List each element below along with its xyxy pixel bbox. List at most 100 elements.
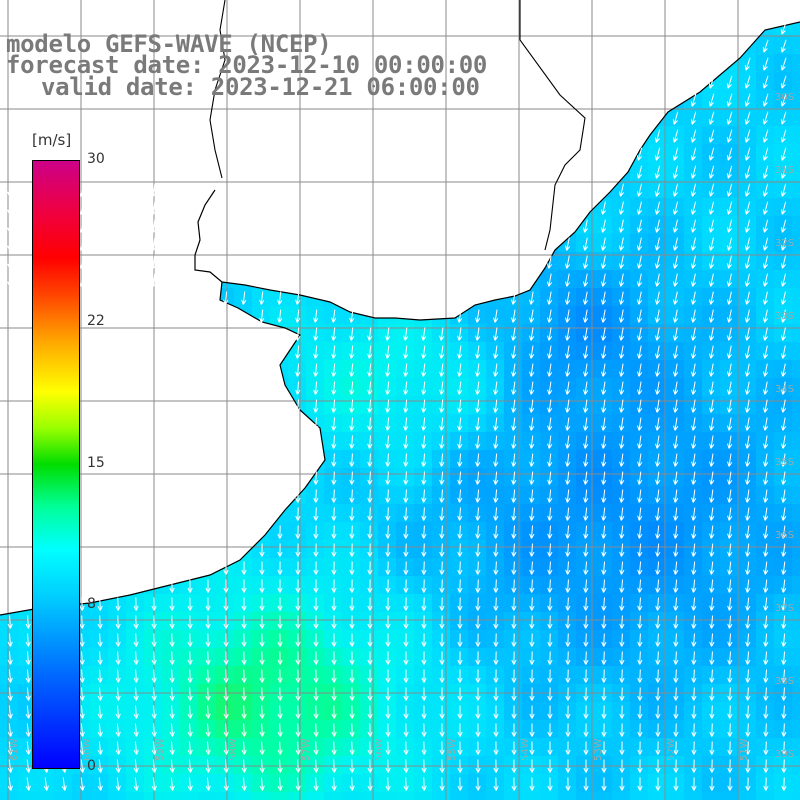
wind-cell <box>504 522 523 541</box>
wind-cell <box>414 432 433 451</box>
wind-cell <box>306 630 325 649</box>
wind-cell <box>558 360 577 379</box>
wind-cell <box>378 540 397 559</box>
wind-cell <box>396 450 415 469</box>
wind-cell <box>360 540 379 559</box>
wind-cell <box>576 486 595 505</box>
wind-cell <box>90 774 109 793</box>
wind-cell <box>720 414 739 433</box>
wind-cell <box>162 792 181 800</box>
wind-cell <box>306 540 325 559</box>
wind-cell <box>558 270 577 289</box>
wind-cell <box>162 612 181 631</box>
wind-cell <box>468 360 487 379</box>
wind-cell <box>18 774 37 793</box>
wind-cell <box>666 270 685 289</box>
wind-cell <box>342 342 361 361</box>
wind-cell <box>396 630 415 649</box>
wind-cell <box>684 108 703 127</box>
wind-cell <box>630 252 649 271</box>
wind-cell <box>738 144 757 163</box>
wind-cell <box>666 342 685 361</box>
wind-cell <box>666 522 685 541</box>
wind-cell <box>738 414 757 433</box>
wind-cell <box>666 648 685 667</box>
wind-cell <box>18 648 37 667</box>
wind-cell <box>648 432 667 451</box>
wind-cell <box>774 180 793 199</box>
lat-label: 31S <box>775 165 794 176</box>
wind-cell <box>576 306 595 325</box>
lat-label: 34S <box>775 384 794 395</box>
lon-label: 55W <box>447 738 458 761</box>
wind-cell <box>540 414 559 433</box>
wind-cell <box>774 306 793 325</box>
wind-cell <box>630 576 649 595</box>
wind-cell <box>702 342 721 361</box>
wind-cell <box>324 360 343 379</box>
wind-cell <box>126 756 145 775</box>
wind-cell <box>378 468 397 487</box>
wind-cell <box>342 504 361 523</box>
wind-cell <box>666 288 685 307</box>
wind-cell <box>648 612 667 631</box>
wind-cell <box>342 468 361 487</box>
wind-cell <box>792 396 800 415</box>
wind-cell <box>756 288 775 307</box>
wind-cell <box>774 648 793 667</box>
wind-cell <box>774 612 793 631</box>
wind-cell <box>540 342 559 361</box>
wind-cell <box>396 774 415 793</box>
wind-cell <box>630 558 649 577</box>
wind-cell <box>774 126 793 145</box>
wind-cell <box>540 576 559 595</box>
wind-cell <box>612 540 631 559</box>
wind-cell <box>612 234 631 253</box>
wind-cell <box>198 720 217 739</box>
wind-cell <box>270 720 289 739</box>
wind-cell <box>414 612 433 631</box>
wind-cell <box>738 648 757 667</box>
wind-cell <box>702 540 721 559</box>
wind-cell <box>360 324 379 343</box>
wind-cell <box>648 504 667 523</box>
wind-cell <box>576 630 595 649</box>
wind-cell <box>486 414 505 433</box>
wind-cell <box>522 342 541 361</box>
wind-cell <box>504 378 523 397</box>
wind-cell <box>756 234 775 253</box>
wind-cell <box>720 360 739 379</box>
wind-cell <box>216 576 235 595</box>
wind-cell <box>162 702 181 721</box>
wind-cell <box>18 612 37 631</box>
wind-cell <box>540 540 559 559</box>
wind-cell <box>288 540 307 559</box>
wind-cell <box>756 612 775 631</box>
wind-cell <box>540 522 559 541</box>
wind-cell <box>774 504 793 523</box>
wind-cell <box>684 468 703 487</box>
wind-cell <box>306 378 325 397</box>
wind-cell <box>108 774 127 793</box>
wind-cell <box>792 594 800 613</box>
wind-cell <box>306 558 325 577</box>
wind-cell <box>756 360 775 379</box>
wind-cell <box>666 324 685 343</box>
wind-cell <box>720 252 739 271</box>
wind-cell <box>522 486 541 505</box>
wind-cell <box>738 468 757 487</box>
wind-cell <box>702 108 721 127</box>
wind-cell <box>666 162 685 181</box>
wind-cell <box>360 576 379 595</box>
wind-cell <box>612 306 631 325</box>
wind-cell <box>324 378 343 397</box>
wind-cell <box>684 180 703 199</box>
wind-cell <box>540 594 559 613</box>
wind-cell <box>396 504 415 523</box>
wind-cell <box>684 126 703 145</box>
wind-cell <box>774 234 793 253</box>
wind-cell <box>576 648 595 667</box>
wind-cell <box>756 216 775 235</box>
wind-cell <box>378 594 397 613</box>
wind-cell <box>594 486 613 505</box>
